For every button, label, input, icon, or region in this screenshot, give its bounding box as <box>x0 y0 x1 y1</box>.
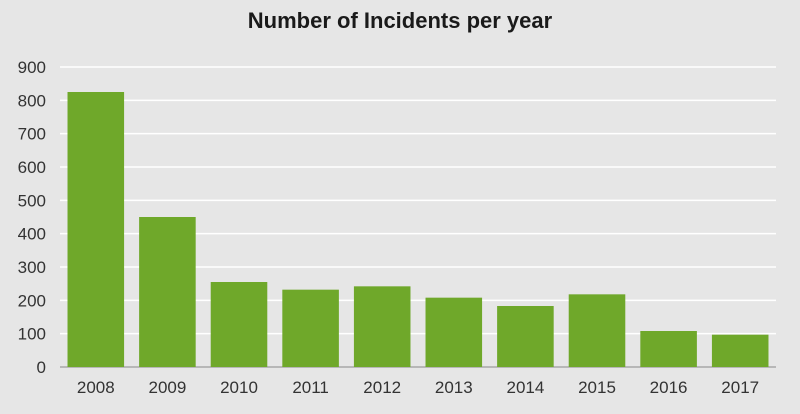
x-tick-label: 2012 <box>363 378 401 397</box>
x-tick-label: 2014 <box>506 378 544 397</box>
y-tick-label: 200 <box>18 291 46 310</box>
x-tick-label: 2010 <box>220 378 258 397</box>
bar <box>640 331 697 367</box>
bar <box>425 297 483 367</box>
bar <box>568 294 626 367</box>
x-tick-label: 2011 <box>292 378 329 397</box>
x-tick-label: 2013 <box>435 378 473 397</box>
bar <box>67 92 125 367</box>
bar <box>711 334 769 367</box>
bar <box>497 306 554 367</box>
y-tick-label: 500 <box>18 191 46 210</box>
y-tick-label: 300 <box>18 258 46 277</box>
y-tick-label: 100 <box>18 325 46 344</box>
y-tick-label: 0 <box>37 358 46 377</box>
chart-title: Number of Incidents per year <box>247 8 553 33</box>
x-tick-label: 2016 <box>650 378 688 397</box>
x-tick-label: 2008 <box>77 378 115 397</box>
y-tick-label: 900 <box>18 58 46 77</box>
bar <box>210 282 268 367</box>
y-tick-label: 400 <box>18 225 46 244</box>
bar <box>353 286 411 367</box>
y-tick-label: 800 <box>18 91 46 110</box>
x-tick-label: 2009 <box>148 378 186 397</box>
bar <box>282 289 339 367</box>
bar <box>139 217 196 367</box>
y-tick-label: 600 <box>18 158 46 177</box>
x-tick-label: 2017 <box>721 378 759 397</box>
x-tick-label: 2015 <box>578 378 616 397</box>
y-tick-label: 700 <box>18 125 46 144</box>
